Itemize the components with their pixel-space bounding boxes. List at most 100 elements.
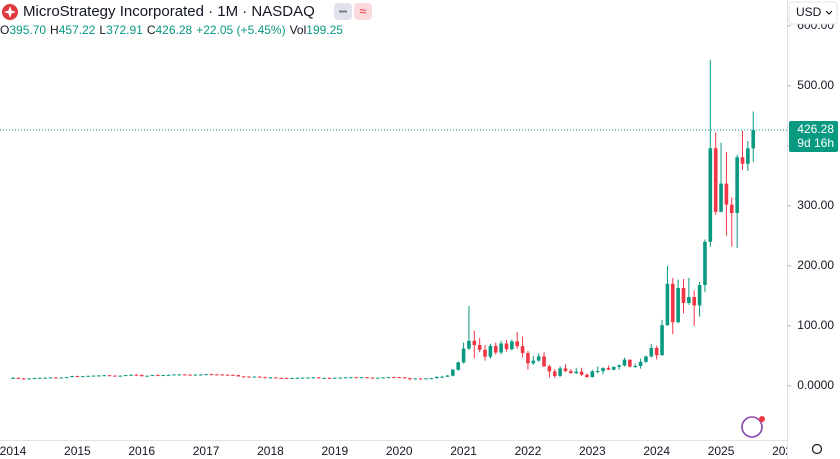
- x-axis: 2014 2015 2016 2017 2018 2019 2020 2021 2022 2023…: [0, 444, 787, 458]
- candle-body: [719, 183, 723, 212]
- y-tick-label: 100.00: [797, 318, 834, 332]
- candle-body: [515, 341, 520, 347]
- candle-body: [316, 377, 321, 379]
- candle-body: [617, 365, 621, 367]
- candle-body: [343, 377, 348, 379]
- ohlc-prefix: L: [99, 23, 106, 37]
- candle-body: [563, 368, 568, 372]
- candle-body: [429, 378, 434, 380]
- candle-body: [488, 345, 493, 357]
- candle-body: [139, 375, 144, 377]
- candle-body: [75, 376, 80, 378]
- candle-body: [172, 374, 176, 376]
- candle-body: [413, 378, 418, 380]
- candle-body: [526, 353, 530, 364]
- candle-body: [644, 356, 648, 362]
- candle-body: [483, 349, 487, 357]
- candle-body: [80, 376, 85, 378]
- x-tick-label: 2024: [643, 444, 670, 458]
- candle-body: [150, 375, 155, 377]
- compare-glyph: [339, 10, 347, 13]
- x-tick-label: 2025: [708, 444, 735, 458]
- candle-body: [257, 376, 262, 378]
- candle-body: [547, 366, 552, 372]
- candle-body: [134, 374, 139, 376]
- tv-logo-ring: [741, 416, 763, 438]
- volume-prefix: Vol: [290, 23, 307, 37]
- candle-body: [510, 341, 514, 350]
- candle-body: [392, 377, 396, 379]
- candle-body: [418, 378, 423, 380]
- x-tick-label: 2022: [515, 444, 542, 458]
- candle-body: [107, 375, 112, 377]
- ohlc-value: 372.91: [106, 23, 143, 37]
- candle-body: [375, 377, 380, 379]
- candle-body: [295, 377, 300, 379]
- symbol-title[interactable]: MicroStrategy Incorporated · 1M · NASDAQ: [23, 3, 315, 20]
- candle-body: [579, 371, 584, 375]
- candle-body: [236, 375, 241, 377]
- candle-body: [300, 377, 305, 379]
- candle-body: [536, 356, 541, 361]
- tv-logo[interactable]: [741, 416, 765, 438]
- settings-icon[interactable]: [811, 443, 823, 455]
- candle-body: [746, 148, 750, 164]
- candle-body: [322, 377, 326, 379]
- x-tick-label: 2023: [579, 444, 606, 458]
- candle-body: [370, 377, 375, 379]
- y-tick-label: 500.00: [797, 78, 834, 92]
- candle-body: [703, 241, 707, 285]
- candle-body: [670, 283, 675, 323]
- candle-body: [123, 375, 128, 377]
- candle-body: [118, 375, 123, 377]
- candle-body: [354, 377, 359, 379]
- volume: 199.25: [306, 23, 343, 37]
- candle-body: [606, 368, 611, 370]
- candle-body: [252, 376, 257, 378]
- candle-body: [531, 360, 536, 364]
- candle-body: [86, 375, 90, 377]
- countdown: 9d 16h: [797, 136, 834, 150]
- x-tick-label: 2018: [257, 444, 284, 458]
- candle-body: [665, 283, 670, 326]
- candle-body: [477, 345, 482, 350]
- indicator-button[interactable]: [354, 3, 372, 20]
- candle-body: [558, 368, 562, 376]
- candle-body: [327, 377, 332, 379]
- candle-body: [585, 374, 589, 378]
- candle-body: [241, 376, 246, 378]
- candle-body: [177, 374, 182, 376]
- candle-body: [215, 374, 219, 376]
- candle-body: [601, 368, 605, 372]
- candle-body: [472, 340, 477, 345]
- last-price-label: 426.28: [797, 122, 834, 136]
- candle-body: [284, 378, 289, 379]
- candle-body: [751, 130, 756, 149]
- currency[interactable]: USD: [796, 5, 822, 19]
- candle-body: [129, 374, 133, 376]
- candle-body: [38, 377, 42, 379]
- candle-body: [402, 377, 407, 379]
- candle-body: [740, 157, 745, 164]
- candle-body: [182, 374, 187, 376]
- candle-body: [692, 297, 697, 306]
- candle-body: [349, 377, 353, 379]
- candle-body: [225, 374, 230, 376]
- ohlc-prefix: O: [0, 23, 9, 37]
- candle-body: [386, 377, 391, 379]
- candle-body: [198, 374, 203, 376]
- candle-body: [424, 378, 428, 380]
- y-tick-label: 200.00: [797, 258, 834, 272]
- indicator-glyph: ≈: [359, 3, 366, 18]
- currency-button[interactable]: [788, 1, 838, 25]
- candle-body: [43, 377, 47, 379]
- candle-body: [552, 371, 557, 376]
- candle-body: [338, 377, 343, 379]
- candle-body: [188, 374, 192, 376]
- candle-body: [359, 377, 364, 379]
- plot-area: [0, 60, 787, 381]
- candle-body: [499, 343, 503, 353]
- candle-body: [434, 376, 439, 379]
- candle-body: [397, 377, 402, 379]
